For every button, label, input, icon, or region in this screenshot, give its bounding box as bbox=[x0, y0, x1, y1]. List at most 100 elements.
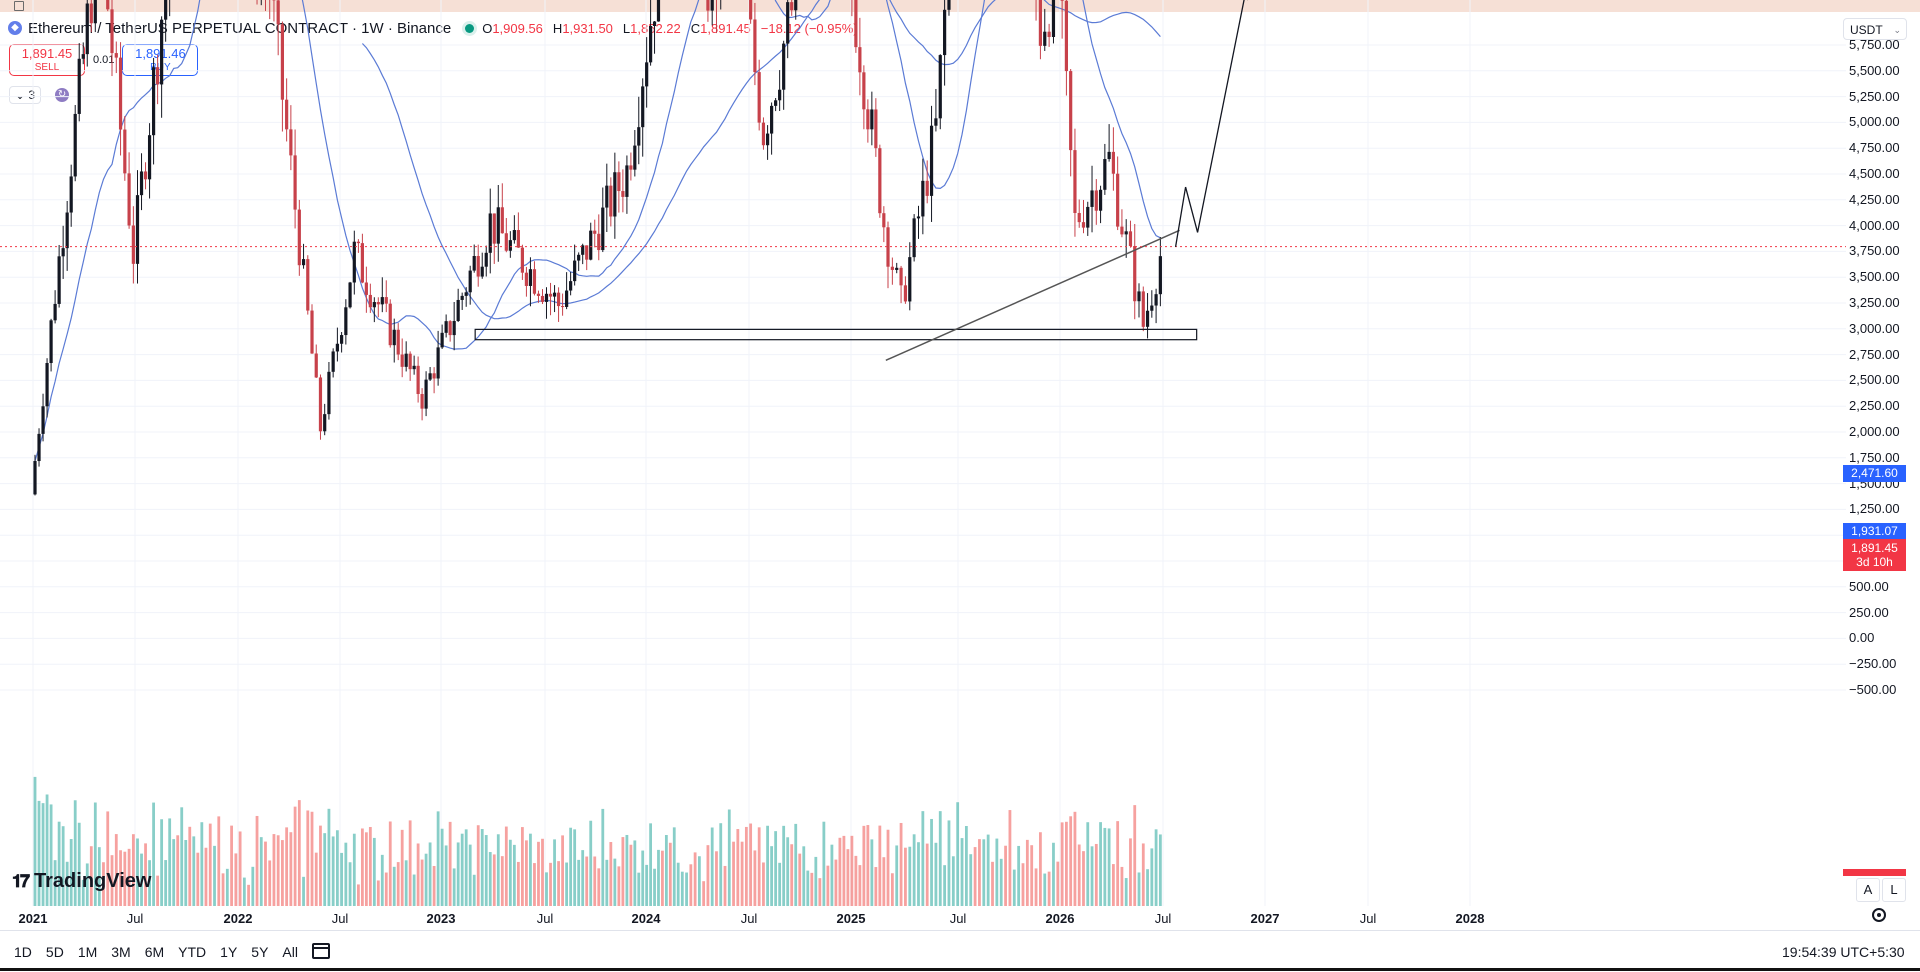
price-axis-label: 5,000.00 bbox=[1849, 114, 1900, 129]
candle-body bbox=[609, 186, 612, 217]
volume-bar bbox=[826, 866, 829, 906]
volume-bar bbox=[353, 834, 356, 906]
volume-bar bbox=[336, 830, 339, 906]
candle-body bbox=[441, 333, 444, 348]
candle-body bbox=[285, 100, 288, 130]
range-buttons: 1D 5D 1M 3M 6M YTD 1Y 5Y All bbox=[14, 944, 298, 960]
candle-body bbox=[537, 294, 540, 296]
volume-bar bbox=[344, 843, 347, 906]
volume-bar bbox=[870, 839, 873, 906]
candle-body bbox=[1061, 0, 1064, 1]
range-6m[interactable]: 6M bbox=[145, 944, 164, 960]
clock-timezone[interactable]: 19:54:39 UTC+5:30 bbox=[1782, 944, 1905, 960]
candle-body bbox=[1137, 291, 1140, 301]
volume-bar bbox=[441, 829, 444, 906]
candle-body bbox=[866, 109, 869, 129]
candle-body bbox=[633, 146, 636, 170]
candle-body bbox=[1120, 227, 1123, 235]
gear-icon[interactable] bbox=[1872, 908, 1886, 922]
range-5y[interactable]: 5Y bbox=[251, 944, 268, 960]
volume-bar bbox=[843, 836, 846, 906]
candle-body bbox=[545, 294, 548, 302]
candle-body bbox=[54, 304, 57, 320]
candle-body bbox=[874, 109, 877, 148]
price-axis-label: 1,250.00 bbox=[1849, 501, 1900, 516]
time-axis-label: 2023 bbox=[427, 911, 456, 926]
price-axis-label: 500.00 bbox=[1849, 579, 1889, 594]
volume-bar bbox=[1017, 846, 1020, 906]
price-axis-label: 4,750.00 bbox=[1849, 140, 1900, 155]
volume-bar bbox=[205, 848, 208, 906]
range-all[interactable]: All bbox=[282, 944, 298, 960]
candle-body bbox=[870, 109, 873, 129]
candle-body bbox=[327, 372, 330, 414]
range-1y[interactable]: 1Y bbox=[220, 944, 237, 960]
calendar-icon[interactable] bbox=[312, 943, 330, 959]
volume-bar bbox=[234, 853, 237, 906]
candle-body bbox=[1086, 207, 1089, 228]
candle-body bbox=[405, 354, 408, 367]
time-axis-label: Jul bbox=[127, 911, 144, 926]
volume-bar bbox=[365, 832, 368, 906]
volume-bar bbox=[939, 811, 942, 906]
range-3m[interactable]: 3M bbox=[111, 944, 130, 960]
log-scale-button[interactable]: L bbox=[1882, 878, 1906, 902]
candle-body bbox=[385, 297, 388, 304]
price-chart[interactable] bbox=[0, 0, 1846, 906]
candle-body bbox=[377, 302, 380, 304]
range-1d[interactable]: 1D bbox=[14, 944, 32, 960]
candle-body bbox=[899, 268, 902, 286]
candle-body bbox=[891, 267, 894, 270]
volume-bar bbox=[1150, 848, 1153, 906]
candle-body bbox=[525, 273, 528, 286]
candle-body bbox=[913, 218, 916, 257]
volume-bar bbox=[1133, 805, 1136, 906]
candle-body bbox=[437, 347, 440, 378]
volume-bar bbox=[626, 835, 629, 906]
candle-body bbox=[597, 234, 600, 250]
volume-bar bbox=[1142, 843, 1145, 906]
candle-body bbox=[82, 54, 85, 59]
candle-body bbox=[409, 354, 412, 369]
volume-bar bbox=[529, 834, 532, 906]
candle-body bbox=[904, 285, 907, 301]
volume-bar bbox=[525, 840, 528, 906]
tradingview-wordmark: TradingView bbox=[34, 870, 151, 893]
volume-bar bbox=[719, 823, 722, 906]
last-price: 1,891.45 bbox=[1843, 541, 1906, 555]
volume-bar bbox=[707, 845, 710, 906]
range-1m[interactable]: 1M bbox=[78, 944, 97, 960]
auto-scale-button[interactable]: A bbox=[1856, 878, 1880, 902]
volume-bar bbox=[1065, 822, 1068, 906]
range-ytd[interactable]: YTD bbox=[178, 944, 206, 960]
volume-bar bbox=[874, 867, 877, 906]
volume-bar bbox=[289, 832, 292, 906]
candle-body bbox=[119, 58, 122, 130]
candle-body bbox=[469, 271, 472, 293]
volume-bar bbox=[457, 842, 460, 906]
volume-bar bbox=[913, 834, 916, 906]
candle-body bbox=[336, 344, 339, 352]
time-axis-label: Jul bbox=[332, 911, 349, 926]
time-axis-label: 2028 bbox=[1456, 911, 1485, 926]
volume-bar bbox=[685, 873, 688, 906]
volume-bar bbox=[786, 837, 789, 906]
candle-body bbox=[110, 9, 113, 53]
volume-bar bbox=[732, 842, 735, 906]
volume-bar bbox=[1000, 859, 1003, 906]
volume-bar bbox=[521, 827, 524, 906]
range-5d[interactable]: 5D bbox=[46, 944, 64, 960]
candle-body bbox=[381, 297, 384, 304]
volume-bar bbox=[724, 866, 727, 906]
volume-bar bbox=[1004, 846, 1007, 906]
volume-bar bbox=[605, 860, 608, 906]
volume-bar bbox=[251, 867, 254, 906]
volume-bar bbox=[277, 835, 280, 906]
candle-body bbox=[281, 24, 284, 99]
volume-bar bbox=[328, 809, 331, 906]
candle-body bbox=[315, 354, 318, 378]
volume-bar bbox=[156, 876, 159, 906]
price-axis-label: 4,000.00 bbox=[1849, 218, 1900, 233]
candle-body bbox=[397, 330, 400, 355]
